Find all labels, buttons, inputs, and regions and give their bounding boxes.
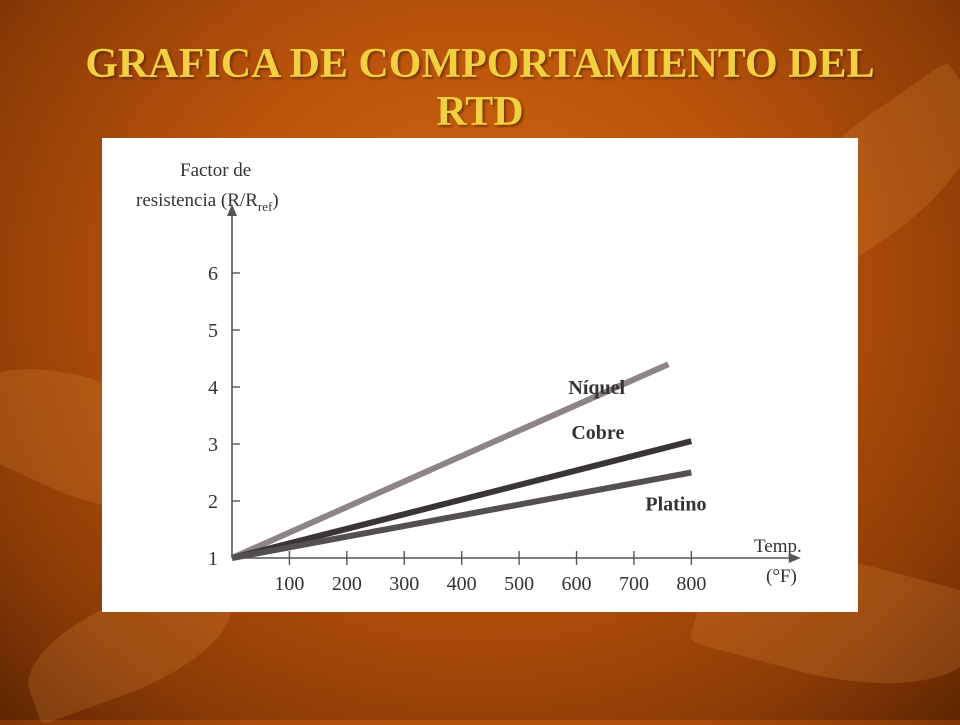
y-tick-label: 1 <box>208 548 218 570</box>
y-tick-label: 3 <box>208 434 218 456</box>
x-axis-label-line1: Temp. <box>754 536 802 557</box>
x-tick-label: 500 <box>504 573 534 595</box>
series-label-3: Platino <box>645 494 706 516</box>
y-axis-arrow <box>227 204 237 216</box>
x-tick-label: 300 <box>389 573 419 595</box>
y-tick-label: 5 <box>208 320 218 342</box>
rtd-line-chart: Factor de resistencia (R/Rref) Temp. (°F… <box>136 160 802 595</box>
y-tick-label: 2 <box>208 491 218 513</box>
y-tick-label: 6 <box>208 263 218 285</box>
y-axis-label-main: resistencia (R/R <box>136 190 258 211</box>
series <box>230 361 693 561</box>
y-axis-label-sub: ref <box>258 199 273 214</box>
y-axis-label-line2: resistencia (R/Rref) <box>136 190 279 214</box>
x-axis-label-line2: (°F) <box>766 566 797 587</box>
x-tick-label: 800 <box>676 573 706 595</box>
y-tick-label: 4 <box>208 377 218 399</box>
series-line-3 <box>231 469 692 561</box>
series-labels: Níquel Cobre Platino <box>568 377 706 515</box>
chart-figure: Factor de resistencia (R/Rref) Temp. (°F… <box>102 138 858 612</box>
series-line-2 <box>231 438 693 561</box>
y-axis-label-close: ) <box>272 190 278 211</box>
x-tick-label: 600 <box>562 573 592 595</box>
x-tick-label: 100 <box>274 573 304 595</box>
series-line-1 <box>230 361 670 561</box>
y-axis-label-line1: Factor de <box>180 160 251 181</box>
series-label-1: Níquel <box>568 377 625 399</box>
x-tick-label: 200 <box>332 573 362 595</box>
slide-title: GRAFICA DE COMPORTAMIENTO DEL RTD <box>85 41 875 135</box>
x-tick-label: 700 <box>619 573 649 595</box>
axes <box>227 204 801 563</box>
x-tick-label: 400 <box>447 573 477 595</box>
ticks: 100 200 300 400 500 600 700 800 1 2 3 4 5 6 <box>208 263 706 595</box>
series-label-2: Cobre <box>571 422 624 444</box>
x-axis-arrow <box>788 553 801 563</box>
